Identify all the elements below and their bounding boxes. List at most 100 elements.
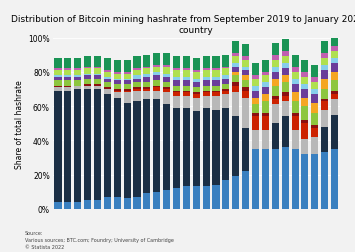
Bar [94, 69, 101, 74]
Bar [291, 68, 299, 73]
Bar [114, 84, 121, 90]
Bar [321, 102, 328, 110]
Bar [173, 91, 180, 93]
Bar [252, 98, 259, 105]
Bar [163, 74, 170, 78]
Bar [54, 71, 61, 76]
Bar [143, 55, 151, 68]
Bar [242, 57, 249, 61]
Bar [252, 76, 259, 79]
Bar [291, 93, 299, 102]
Bar [173, 81, 180, 86]
Bar [213, 57, 220, 69]
Bar [54, 86, 61, 88]
Bar [64, 88, 71, 91]
Bar [74, 69, 81, 71]
Bar [133, 83, 141, 88]
Bar [84, 79, 91, 84]
Bar [232, 86, 239, 93]
Bar [124, 199, 131, 209]
Bar [311, 129, 318, 137]
Bar [74, 86, 81, 90]
Bar [301, 73, 308, 78]
Bar [133, 90, 141, 91]
Bar [114, 197, 121, 209]
Bar [74, 59, 81, 69]
Bar [183, 108, 190, 187]
Bar [74, 76, 81, 78]
Bar [64, 59, 71, 69]
Bar [64, 202, 71, 209]
Bar [222, 55, 229, 68]
Bar [84, 68, 91, 69]
Bar [222, 95, 229, 108]
Bar [153, 66, 160, 68]
Bar [242, 71, 249, 76]
Bar [74, 71, 81, 76]
Bar [173, 108, 180, 188]
Bar [331, 59, 338, 64]
Bar [163, 88, 170, 90]
Bar [331, 91, 338, 95]
Bar [54, 69, 61, 71]
Bar [163, 68, 170, 74]
Bar [94, 84, 101, 86]
Bar [262, 102, 269, 113]
Bar [331, 64, 338, 73]
Bar [311, 90, 318, 95]
Bar [262, 73, 269, 76]
Bar [282, 76, 289, 83]
Bar [173, 71, 180, 78]
Bar [153, 86, 160, 88]
Bar [153, 192, 160, 209]
Bar [54, 81, 61, 86]
Bar [272, 105, 279, 124]
Bar [222, 90, 229, 91]
Bar [183, 187, 190, 209]
Bar [104, 95, 111, 197]
Bar [124, 90, 131, 91]
Bar [272, 73, 279, 79]
Bar [272, 97, 279, 100]
Bar [242, 171, 249, 209]
Bar [301, 107, 308, 120]
Bar [232, 64, 239, 68]
Bar [94, 86, 101, 90]
Bar [193, 83, 200, 88]
Bar [163, 190, 170, 209]
Bar [84, 90, 91, 200]
Bar [262, 113, 269, 117]
Bar [301, 98, 308, 107]
Bar [252, 105, 259, 113]
Bar [104, 59, 111, 71]
Bar [301, 61, 308, 73]
Bar [173, 57, 180, 69]
Bar [193, 112, 200, 187]
Bar [311, 137, 318, 154]
Bar [183, 91, 190, 93]
Bar [242, 68, 249, 71]
Bar [222, 76, 229, 79]
Bar [143, 69, 151, 74]
Bar [54, 76, 61, 78]
Bar [232, 57, 239, 64]
Bar [203, 93, 210, 97]
Bar [163, 66, 170, 68]
Bar [64, 78, 71, 81]
Bar [163, 93, 170, 105]
Bar [143, 74, 151, 78]
Bar [213, 91, 220, 93]
Bar [193, 88, 200, 93]
Bar [104, 71, 111, 73]
Bar [193, 71, 200, 73]
Bar [282, 64, 289, 69]
Bar [114, 61, 121, 73]
Bar [272, 124, 279, 149]
Bar [301, 90, 308, 98]
Bar [74, 81, 81, 86]
Bar [143, 100, 151, 194]
Bar [203, 187, 210, 209]
Bar [64, 81, 71, 86]
Bar [163, 78, 170, 83]
Bar [242, 81, 249, 88]
